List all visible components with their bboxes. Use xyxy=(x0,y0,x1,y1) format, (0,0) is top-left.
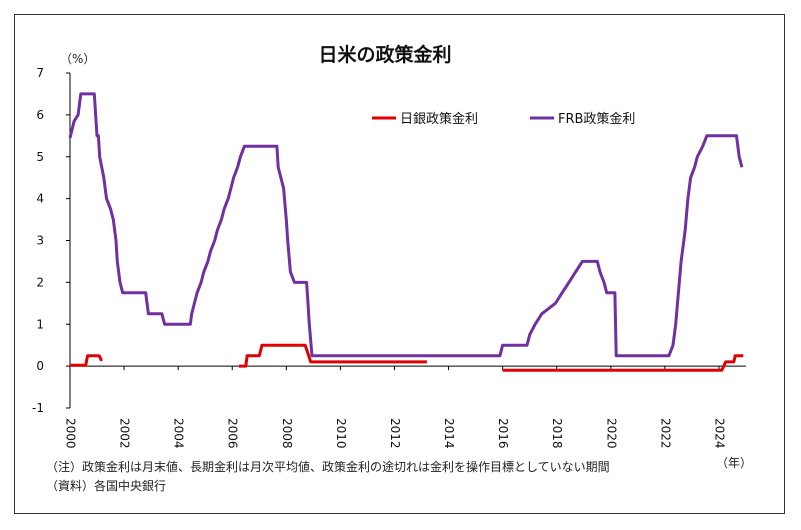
x-axis-unit-label: （年） xyxy=(716,456,752,470)
x-tick-label: 2012 xyxy=(388,418,402,449)
x-tick-label: 2020 xyxy=(604,418,618,449)
footnote-note: （注）政策金利は月末値、長期金利は月次平均値、政策金利の途切れは金利を操作目標と… xyxy=(46,460,610,474)
legend-label: 日銀政策金利 xyxy=(400,111,478,127)
x-tick-label: 2006 xyxy=(226,418,240,449)
x-tick-label: 2002 xyxy=(118,418,132,449)
y-tick-label: 1 xyxy=(36,317,44,331)
x-tick-labels: 2000 2002 2004 2006 2008 2010 2012 2014 2016 2018… xyxy=(64,418,727,449)
y-tick-labels: -1 0 1 2 3 4 5 6 7 xyxy=(32,66,44,415)
x-tick-label: 2004 xyxy=(172,418,186,449)
y-axis-unit-label: （%） xyxy=(60,52,95,66)
boj-rate-line xyxy=(70,354,103,367)
y-tick-label: 5 xyxy=(36,150,44,164)
series-lines xyxy=(68,92,744,372)
y-tick-label: 7 xyxy=(36,66,44,80)
chart-title: 日米の政策金利 xyxy=(318,43,451,66)
legend-label: FRB政策金利 xyxy=(558,111,635,127)
x-tick-label: 2018 xyxy=(550,418,564,449)
x-tick-label: 2000 xyxy=(64,418,78,449)
chart-frame xyxy=(14,14,785,514)
frb-rate-line xyxy=(68,92,744,358)
y-tick-label: 6 xyxy=(36,108,44,122)
boj-rate-line xyxy=(239,343,427,368)
boj-rate-line xyxy=(502,354,744,372)
legend: 日銀政策金利 FRB政策金利 xyxy=(372,111,635,127)
y-tick-label: 3 xyxy=(36,234,44,248)
x-tick-label: 2016 xyxy=(496,418,510,449)
y-tick-label: 0 xyxy=(36,359,44,373)
x-tick-label: 2008 xyxy=(280,418,294,449)
x-tick-label: 2024 xyxy=(712,418,726,449)
x-tick-label: 2014 xyxy=(442,418,456,449)
y-tick-label: 2 xyxy=(36,275,44,289)
y-tick-label: -1 xyxy=(32,401,44,415)
x-tick-label: 2022 xyxy=(658,418,672,449)
y-tick-label: 4 xyxy=(36,192,44,206)
axes xyxy=(66,72,746,409)
footnote-source: （資料）各国中央銀行 xyxy=(46,479,167,493)
x-tick-label: 2010 xyxy=(334,418,348,449)
